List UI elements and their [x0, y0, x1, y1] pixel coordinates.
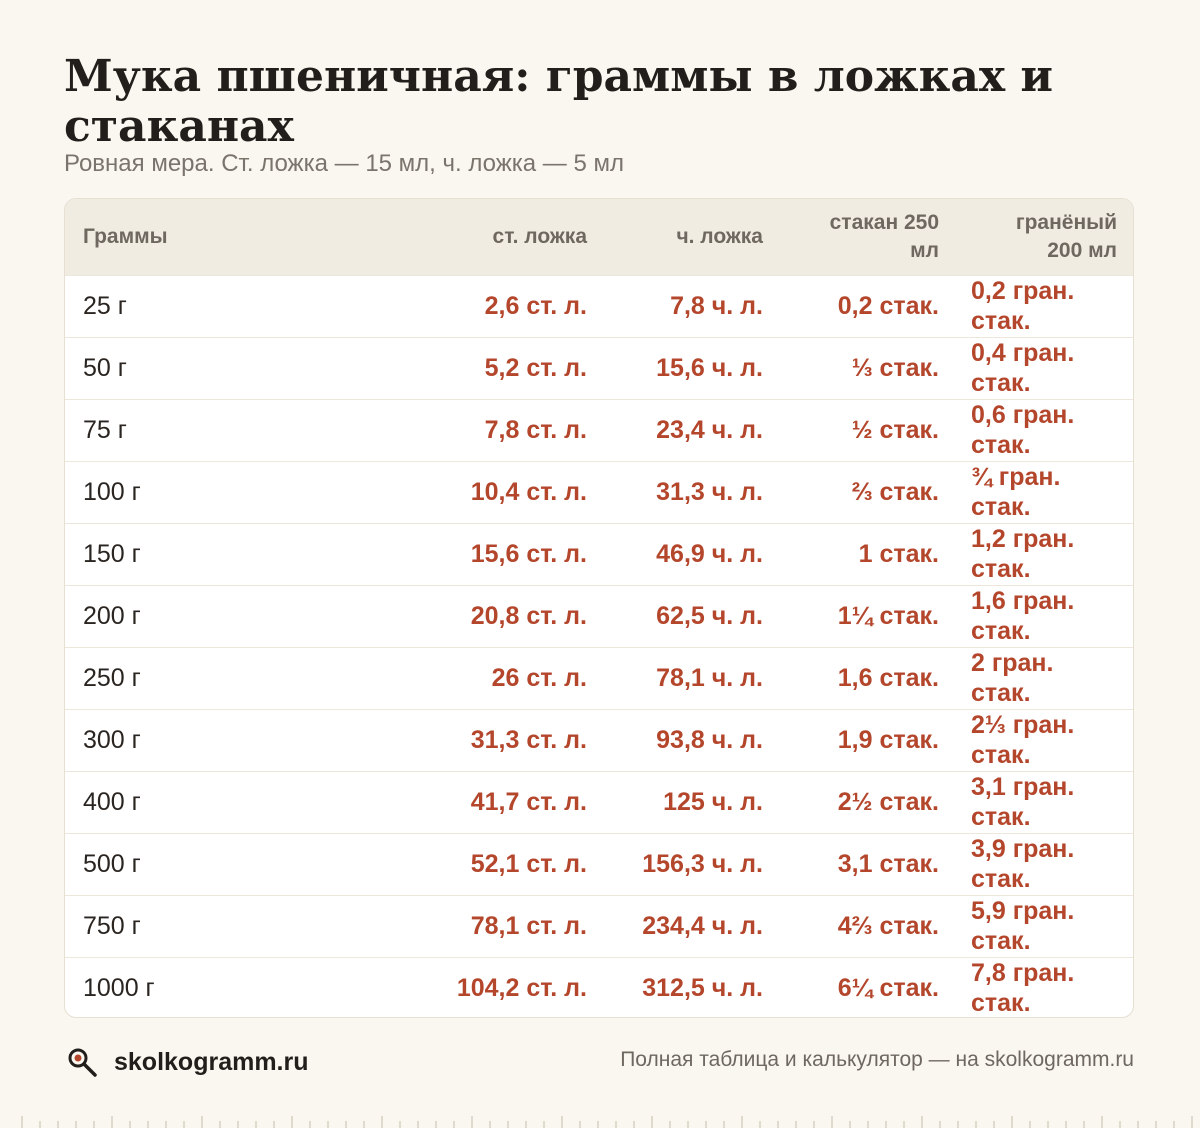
brand-name: skolkogramm.ru	[114, 1047, 309, 1076]
header-teaspoon: ч. ложка	[676, 224, 763, 248]
cell-grams: 500 г	[83, 850, 141, 878]
table-row: 500 г 52,1 ст. л. 156,3 ч. л. 3,1 стак. …	[65, 833, 1133, 895]
cell-glass-250: 1,9 стак.	[837, 726, 939, 754]
header-faceted-glass-200: гранёный 200 мл	[1015, 210, 1117, 262]
cell-teaspoon: 234,4 ч. л.	[642, 912, 763, 940]
table-row: 75 г 7,8 ст. л. 23,4 ч. л. ½ стак. 0,6 г…	[65, 399, 1133, 461]
cell-tablespoon: 52,1 ст. л.	[470, 850, 587, 878]
conversion-table-card: Граммы ст. ложка ч. ложка стакан 250 мл …	[64, 198, 1134, 1018]
footer-note: Полная таблица и калькулятор — на skolko…	[620, 1048, 1134, 1071]
cell-faceted-glass: 5,9 гран. стак.	[971, 897, 1075, 955]
cell-teaspoon: 23,4 ч. л.	[656, 416, 763, 444]
cell-glass-250: ½ стак.	[851, 416, 939, 444]
cell-faceted-glass: 2⅓ гран. стак.	[971, 711, 1075, 769]
conversion-table: Граммы ст. ложка ч. ложка стакан 250 мл …	[65, 199, 1133, 1018]
cell-grams: 400 г	[83, 788, 141, 816]
cell-glass-250: 0,2 стак.	[837, 292, 939, 320]
cell-teaspoon: 125 ч. л.	[663, 788, 763, 816]
cell-glass-250: ⅓ стак.	[851, 354, 939, 382]
cell-tablespoon: 10,4 ст. л.	[470, 478, 587, 506]
cell-faceted-glass: 0,4 гран. стак.	[971, 339, 1075, 397]
cell-faceted-glass: 2 гран. стак.	[971, 649, 1054, 707]
cell-teaspoon: 156,3 ч. л.	[642, 850, 763, 878]
cell-glass-250: 1,6 стак.	[837, 664, 939, 692]
header-glass-250: стакан 250 мл	[829, 210, 939, 262]
cell-grams: 25 г	[83, 292, 127, 320]
cell-faceted-glass: 7,8 гран. стак.	[971, 959, 1075, 1018]
header-grams: Граммы	[83, 224, 168, 248]
table-row: 200 г 20,8 ст. л. 62,5 ч. л. 1¼ стак. 1,…	[65, 585, 1133, 647]
cell-tablespoon: 41,7 ст. л.	[470, 788, 587, 816]
footer-brand[interactable]: skolkogramm.ru	[64, 1044, 309, 1080]
cell-grams: 300 г	[83, 726, 141, 754]
table-header-row: Граммы ст. ложка ч. ложка стакан 250 мл …	[65, 199, 1133, 275]
cell-teaspoon: 15,6 ч. л.	[656, 354, 763, 382]
cell-tablespoon: 26 ст. л.	[491, 664, 587, 692]
table-row: 250 г 26 ст. л. 78,1 ч. л. 1,6 стак. 2 г…	[65, 647, 1133, 709]
table-row: 300 г 31,3 ст. л. 93,8 ч. л. 1,9 стак. 2…	[65, 709, 1133, 771]
cell-glass-250: 6¼ стак.	[837, 974, 939, 1003]
cell-grams: 1000 г	[83, 974, 155, 1003]
table-row: 25 г 2,6 ст. л. 7,8 ч. л. 0,2 стак. 0,2 …	[65, 275, 1133, 337]
cell-faceted-glass: 3,1 гран. стак.	[971, 773, 1075, 831]
cell-faceted-glass: 1,6 гран. стак.	[971, 587, 1075, 645]
cell-glass-250: 3,1 стак.	[837, 850, 939, 878]
table-row: 100 г 10,4 ст. л. 31,3 ч. л. ⅔ стак. ¾ г…	[65, 461, 1133, 523]
cell-tablespoon: 20,8 ст. л.	[470, 602, 587, 630]
cell-tablespoon: 2,6 ст. л.	[484, 292, 587, 320]
table-row: 750 г 78,1 ст. л. 234,4 ч. л. 4⅔ стак. 5…	[65, 895, 1133, 957]
cell-grams: 150 г	[83, 540, 141, 568]
cell-grams: 50 г	[83, 354, 127, 382]
header-tablespoon: ст. ложка	[492, 224, 587, 248]
cell-teaspoon: 31,3 ч. л.	[656, 478, 763, 506]
cell-faceted-glass: 0,6 гран. стак.	[971, 401, 1075, 459]
cell-glass-250: 2½ стак.	[837, 788, 939, 816]
magnifier-icon	[68, 1048, 97, 1077]
cell-teaspoon: 78,1 ч. л.	[656, 664, 763, 692]
cell-grams: 200 г	[83, 602, 141, 630]
table-row: 150 г 15,6 ст. л. 46,9 ч. л. 1 стак. 1,2…	[65, 523, 1133, 585]
cell-teaspoon: 93,8 ч. л.	[656, 726, 763, 754]
cell-teaspoon: 46,9 ч. л.	[656, 540, 763, 568]
cell-teaspoon: 312,5 ч. л.	[642, 974, 763, 1003]
page-title: Мука пшеничная: граммы в ложках и стакан…	[64, 51, 1054, 152]
cell-glass-250: 1¼ стак.	[837, 602, 939, 630]
cell-teaspoon: 62,5 ч. л.	[656, 602, 763, 630]
cell-glass-250: 1 стак.	[858, 540, 939, 568]
cell-glass-250: ⅔ стак.	[851, 478, 939, 506]
table-row: 50 г 5,2 ст. л. 15,6 ч. л. ⅓ стак. 0,4 г…	[65, 337, 1133, 399]
cell-grams: 250 г	[83, 664, 141, 692]
cell-tablespoon: 15,6 ст. л.	[470, 540, 587, 568]
table-row: 400 г 41,7 ст. л. 125 ч. л. 2½ стак. 3,1…	[65, 771, 1133, 833]
cell-glass-250: 4⅔ стак.	[837, 912, 939, 940]
cell-faceted-glass: ¾ гран. стак.	[971, 463, 1061, 521]
cell-grams: 75 г	[83, 416, 127, 444]
table-row: 1000 г 104,2 ст. л. 312,5 ч. л. 6¼ стак.…	[65, 957, 1133, 1018]
cell-faceted-glass: 3,9 гран. стак.	[971, 835, 1075, 893]
cell-teaspoon: 7,8 ч. л.	[670, 292, 763, 320]
page-subtitle: Ровная мера. Ст. ложка — 15 мл, ч. ложка…	[64, 150, 624, 177]
cell-faceted-glass: 0,2 гран. стак.	[971, 277, 1075, 335]
cell-tablespoon: 104,2 ст. л.	[456, 974, 587, 1003]
cell-grams: 100 г	[83, 478, 141, 506]
ruler-decoration	[21, 1116, 1193, 1128]
cell-faceted-glass: 1,2 гран. стак.	[971, 525, 1075, 583]
cell-grams: 750 г	[83, 912, 141, 940]
cell-tablespoon: 78,1 ст. л.	[470, 912, 587, 940]
cell-tablespoon: 5,2 ст. л.	[484, 354, 587, 382]
cell-tablespoon: 31,3 ст. л.	[470, 726, 587, 754]
cell-tablespoon: 7,8 ст. л.	[484, 416, 587, 444]
